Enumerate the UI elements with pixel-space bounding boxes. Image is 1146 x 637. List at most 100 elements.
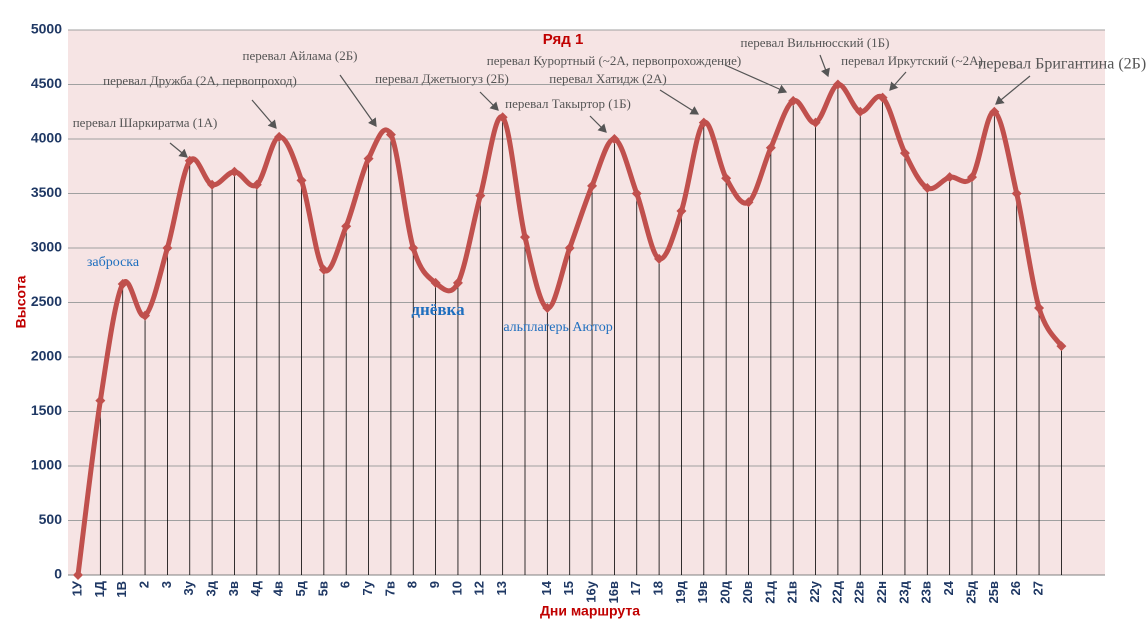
- marker: [452, 277, 463, 288]
- x-tick-label: 1В: [114, 581, 129, 598]
- marker: [475, 190, 486, 201]
- marker: [341, 221, 352, 232]
- marker: [922, 183, 933, 194]
- marker: [385, 129, 396, 140]
- marker: [363, 153, 374, 164]
- x-tick-label: 7у: [360, 580, 375, 595]
- annotation-arrow: [889, 71, 907, 91]
- annotation: перевал Айлама (2Б): [243, 48, 358, 63]
- marker: [989, 106, 1000, 117]
- marker: [877, 92, 888, 103]
- y-tick-label: 3000: [31, 239, 62, 255]
- marker: [229, 166, 240, 177]
- y-tick-label: 1500: [31, 402, 62, 418]
- annotation-arrow: [339, 74, 377, 127]
- annotation: перевал Вильнюсский (1Б): [741, 35, 890, 50]
- annotation-arrow: [724, 64, 788, 94]
- marker: [73, 570, 83, 580]
- marker: [631, 188, 642, 199]
- x-tick-label: 1Д: [92, 580, 107, 597]
- marker: [1056, 341, 1067, 352]
- marker: [832, 79, 843, 90]
- x-tick-label: 3д: [204, 580, 219, 596]
- annotation: перевал Курортный (~2А, первопрохождение…: [487, 53, 741, 68]
- marker: [676, 205, 687, 216]
- marker: [1034, 302, 1045, 313]
- marker: [1011, 188, 1022, 199]
- marker: [296, 175, 307, 186]
- x-tick-label: 22у: [807, 580, 822, 602]
- x-tick-label: 21в: [785, 581, 800, 603]
- marker: [95, 395, 106, 406]
- y-tick-label: 4000: [31, 130, 62, 146]
- x-tick-label: 16у: [583, 580, 598, 602]
- x-tick-label: 5д: [293, 580, 308, 596]
- annotation-arrow: [819, 54, 830, 78]
- marker: [899, 148, 910, 159]
- annotation-arrow: [995, 75, 1031, 105]
- x-tick-label: 27: [1030, 581, 1045, 595]
- x-tick-label: 4в: [271, 581, 286, 596]
- x-axis-label: Дни маршрута: [540, 603, 640, 619]
- annotation-arrow: [479, 91, 499, 111]
- marker: [967, 172, 977, 183]
- marker: [430, 277, 441, 288]
- x-tick-label: 3: [159, 581, 174, 588]
- y-tick-label: 0: [54, 566, 62, 582]
- marker: [520, 232, 530, 243]
- marker: [587, 180, 598, 191]
- x-tick-label: 20в: [740, 581, 755, 603]
- y-tick-label: 2500: [31, 293, 62, 309]
- marker: [251, 179, 262, 190]
- x-tick-label: 22д: [829, 580, 844, 603]
- y-tick-label: 3500: [31, 184, 62, 200]
- annotation: днёвка: [411, 300, 465, 319]
- x-tick-label: 9: [427, 581, 442, 588]
- annotation: перевал Хатидж (2А): [549, 71, 666, 86]
- marker: [654, 253, 665, 264]
- y-tick-label: 4500: [31, 75, 62, 91]
- annotation: перевал Шаркиратма (1А): [73, 115, 218, 130]
- x-tick-label: 19д: [673, 580, 688, 603]
- marker: [855, 106, 866, 117]
- marker: [609, 134, 620, 144]
- x-tick-label: 14: [539, 580, 554, 595]
- marker: [542, 302, 553, 313]
- marker: [184, 155, 195, 166]
- x-tick-label: 22в: [852, 581, 867, 603]
- x-tick-label: 15: [561, 581, 576, 595]
- x-tick-label: 17: [628, 581, 643, 595]
- x-tick-label: 13: [494, 581, 509, 595]
- marker: [743, 197, 754, 208]
- marker: [318, 264, 329, 275]
- marker: [162, 243, 173, 253]
- marker: [788, 95, 799, 106]
- marker: [721, 173, 732, 184]
- annotation: перевал Иркутский (~2А): [841, 53, 983, 68]
- x-tick-label: 2: [136, 581, 151, 588]
- marker: [140, 310, 151, 321]
- marker: [944, 172, 955, 183]
- x-tick-label: 25в: [986, 581, 1001, 603]
- x-tick-label: 21д: [762, 580, 777, 603]
- annotation-arrow: [589, 115, 607, 133]
- annotation: перевал Дружба (2А, первопроход): [103, 73, 297, 88]
- x-tick-label: 24: [941, 580, 956, 595]
- annotation-arrow: [659, 89, 700, 115]
- y-tick-label: 5000: [31, 21, 62, 37]
- annotation: перевал Такыртор (1Б): [505, 96, 631, 111]
- x-tick-label: 4д: [248, 580, 263, 596]
- x-tick-label: 22н: [874, 581, 889, 603]
- marker: [564, 243, 575, 253]
- marker: [765, 142, 776, 153]
- y-axis-label: Высота: [13, 275, 29, 328]
- y-tick-label: 500: [39, 511, 63, 527]
- x-tick-label: 20д: [718, 580, 733, 603]
- x-tick-label: 18: [651, 581, 666, 595]
- annotation-arrow: [169, 142, 188, 158]
- annotation: альплагерь Аютор: [503, 320, 612, 335]
- marker: [207, 179, 218, 190]
- x-tick-label: 7в: [382, 581, 397, 596]
- x-tick-label: 6: [338, 581, 353, 588]
